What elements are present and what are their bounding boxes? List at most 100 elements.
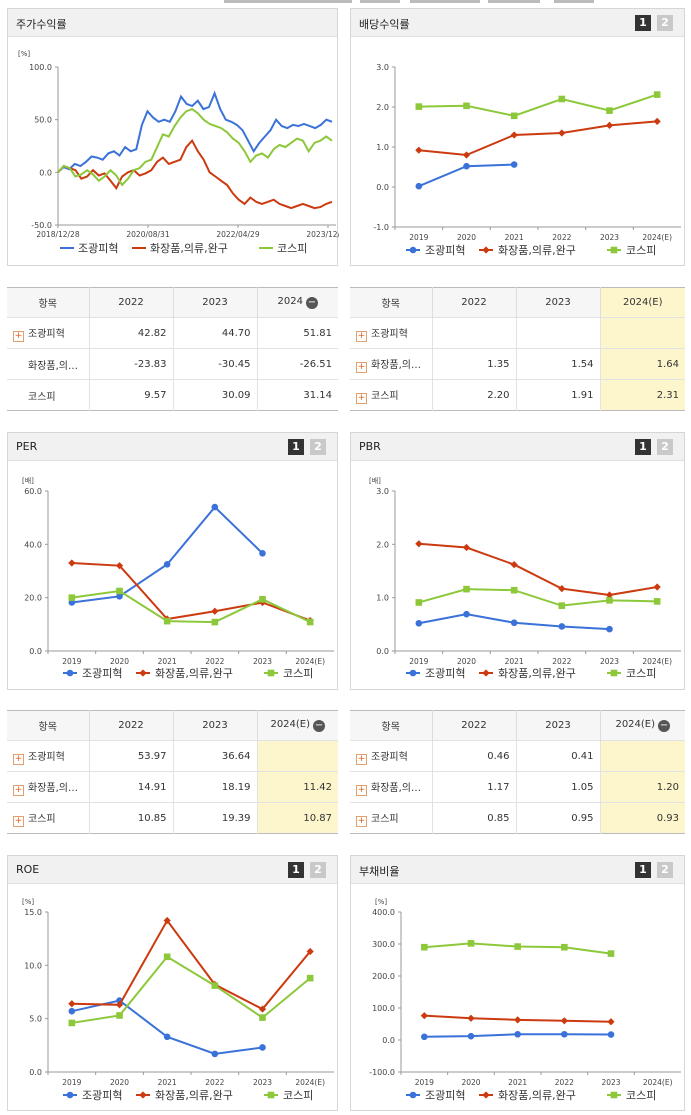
legend-label: 코스피 <box>283 1089 313 1102</box>
point-circle-marker-0-1 <box>116 593 123 600</box>
series-line-1 <box>71 562 311 622</box>
point-square-marker-2-3 <box>558 95 566 103</box>
value-cell <box>515 317 600 349</box>
point-circle-marker-0-3 <box>558 623 566 630</box>
series-2 <box>68 953 314 1027</box>
expand-plus-icon[interactable]: + <box>13 784 24 796</box>
legend-label: 코스피 <box>283 667 313 680</box>
point-diamond-marker-1-3 <box>558 129 566 137</box>
expand-plus-icon[interactable]: + <box>356 361 367 373</box>
expand-plus-icon[interactable]: + <box>356 330 367 342</box>
point-square-marker-2-5 <box>653 91 661 98</box>
y-tick-label: 400.0 <box>372 908 395 917</box>
panel-header: PBR 1 2 <box>351 433 684 461</box>
point-circle-marker-0-4 <box>607 1031 615 1038</box>
point-circle-marker-0-2 <box>163 561 171 568</box>
point-square-marker-legend-2 <box>267 1091 275 1099</box>
y-tick-label: 3.0 <box>376 487 389 496</box>
value-cell: 0.85 <box>431 802 516 834</box>
value-cell: 1.35 <box>431 348 516 380</box>
x-tick-label: 2023 <box>600 233 619 242</box>
series-line-2 <box>57 107 333 187</box>
series-1 <box>420 1012 615 1026</box>
point-diamond-marker-1-0 <box>68 559 76 567</box>
point-diamond-marker-1-2 <box>510 131 518 139</box>
chart-legend: 조광피혁 화장품,의류,완구 코스피 <box>406 244 656 257</box>
chart-legend: 조광피혁 화장품,의류,완구 코스피 <box>63 1089 313 1102</box>
value-cell: 9.57 <box>88 379 173 411</box>
expand-plus-icon[interactable]: + <box>13 753 24 765</box>
value-cell: 19.39 <box>172 802 257 834</box>
x-tick-label: 2020/08/31 <box>126 230 169 239</box>
point-diamond-marker-1-3 <box>560 1017 568 1025</box>
point-circle-marker-0-2 <box>163 1033 171 1041</box>
x-tick-label: 2023/12/28 <box>306 230 339 239</box>
y-tick-label: 40.0 <box>24 540 42 549</box>
expand-plus-icon[interactable]: + <box>356 784 367 796</box>
collapse-icon[interactable]: − <box>305 297 318 309</box>
expand-plus-icon[interactable]: + <box>13 815 24 827</box>
x-tick-label: 2023 <box>253 1078 272 1087</box>
legend-label: 코스피 <box>626 1089 656 1102</box>
point-circle-marker-legend-0 <box>66 1091 74 1099</box>
point-square-marker-2-0 <box>421 943 428 951</box>
value-cell: 14.91 <box>88 771 173 803</box>
header-item: 항목 <box>7 710 89 741</box>
legend-label: 조광피혁 <box>82 1089 122 1102</box>
point-square-marker-2-5 <box>306 974 314 982</box>
row-label: 조광피혁 <box>28 751 65 763</box>
x-tick-label: 2018/12/28 <box>36 230 79 239</box>
point-square-marker-2-2 <box>163 617 171 625</box>
value-cell: 42.82 <box>88 317 173 349</box>
series-line-1 <box>71 918 311 1011</box>
y-tick-label: 2.0 <box>376 103 389 112</box>
point-diamond-marker-1-0 <box>68 1000 76 1008</box>
toggle-view-2-button[interactable]: 2 <box>657 439 673 455</box>
legend-label: 조광피혁 <box>425 244 465 257</box>
series-1 <box>415 540 661 599</box>
series-1 <box>68 559 314 625</box>
toggle-view-1-button[interactable]: 1 <box>635 15 651 31</box>
value-cell: 18.19 <box>172 771 257 803</box>
header-year: 2022 <box>431 287 516 318</box>
header-item: 항목 <box>7 287 89 318</box>
expand-plus-icon[interactable]: + <box>13 330 24 342</box>
row-label: 조광피혁 <box>371 751 408 763</box>
x-tick-label: 2024(E) <box>295 657 325 666</box>
series-line-2 <box>71 589 311 624</box>
series-0 <box>68 503 266 606</box>
series-2 <box>421 940 615 957</box>
expand-plus-icon[interactable]: + <box>356 815 367 827</box>
y-tick-label: 0.0 <box>39 168 52 177</box>
row-label: 코스피 <box>371 390 399 402</box>
series-line-1 <box>57 138 333 210</box>
expand-plus-icon[interactable]: + <box>356 753 367 765</box>
toggle-view-2-button[interactable]: 2 <box>657 15 673 31</box>
toggle-view-1-button[interactable]: 1 <box>635 439 651 455</box>
point-circle-marker-0-0 <box>415 182 423 190</box>
y-tick-label: 1.0 <box>376 143 389 152</box>
toggle-view-1-button[interactable]: 1 <box>288 862 304 878</box>
value-cell <box>431 317 516 349</box>
expand-plus-icon[interactable]: + <box>356 392 367 404</box>
collapse-icon[interactable]: − <box>313 720 326 732</box>
y-tick-label: 2.0 <box>376 540 389 549</box>
collapse-icon[interactable]: − <box>658 720 671 732</box>
roe-panel: ROE 1 2 [%] 15.0 10.0 5.0 0.0 2019 2020 2021 202… <box>7 855 338 1111</box>
value-cell: 2.20 <box>431 379 516 411</box>
series-1 <box>415 117 661 159</box>
panel-header: PER 1 2 <box>8 433 337 461</box>
toggle-view-2-button[interactable]: 2 <box>310 862 326 878</box>
roe-chart: [%] 15.0 10.0 5.0 0.0 2019 2020 2021 2022 2023 202… <box>22 898 334 1102</box>
value-cell: 1.64 <box>599 348 685 380</box>
table-row: + 코스피 0.85 0.95 0.93 <box>350 802 685 834</box>
series-0 <box>68 997 266 1058</box>
point-circle-marker-0-1 <box>463 610 470 618</box>
toggle-view-1-button[interactable]: 1 <box>635 862 651 878</box>
table-row: + 코스피 2.20 1.91 2.31 <box>350 379 685 411</box>
toggle-view-2-button[interactable]: 2 <box>310 439 326 455</box>
point-square-marker-legend-2 <box>610 246 618 254</box>
toggle-view-1-button[interactable]: 1 <box>288 439 304 455</box>
x-tick-label: 2020 <box>461 1078 480 1087</box>
toggle-view-2-button[interactable]: 2 <box>657 862 673 878</box>
